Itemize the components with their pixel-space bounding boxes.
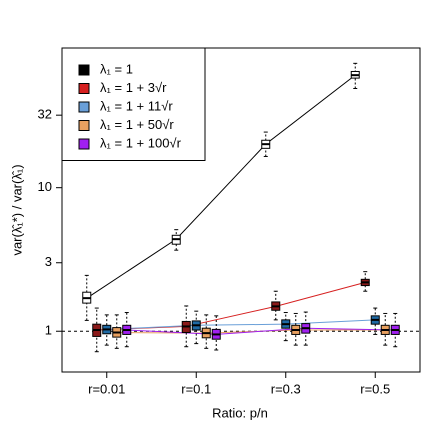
y-tick-label: 10 xyxy=(38,179,52,194)
x-tick-label: r=0.3 xyxy=(271,381,301,396)
legend-swatch xyxy=(78,101,90,113)
median-line xyxy=(96,281,366,331)
y-axis-label: var(λ̂₁*) / var(λ̂₁) xyxy=(9,164,24,255)
legend-label: λ₁ = 1 + 100√r xyxy=(100,135,182,150)
plot-frame xyxy=(61,47,421,373)
x-tick-label: r=0.1 xyxy=(181,381,211,396)
x-tick-label: r=0.01 xyxy=(88,381,125,396)
legend-label: λ₁ = 1 + 11√r xyxy=(100,98,173,113)
y-tick-label: 1 xyxy=(45,323,52,338)
legend-swatch xyxy=(78,64,90,76)
median-line xyxy=(106,319,376,330)
x-tick-label: r=0.5 xyxy=(360,381,390,396)
legend-swatch xyxy=(78,83,90,94)
legend-label: λ₁ = 1 xyxy=(100,61,133,76)
legend-label: λ₁ = 1 + 50√r xyxy=(100,117,174,132)
y-tick-label: 32 xyxy=(38,107,52,122)
legend-swatch xyxy=(78,120,90,131)
legend-swatch xyxy=(78,138,90,150)
legend-label: λ₁ = 1 + 3√r xyxy=(100,80,167,95)
y-tick-label: 3 xyxy=(45,254,52,269)
median-line xyxy=(126,327,396,335)
median-line xyxy=(86,74,356,299)
x-axis-label: Ratio: p/n xyxy=(212,405,268,420)
